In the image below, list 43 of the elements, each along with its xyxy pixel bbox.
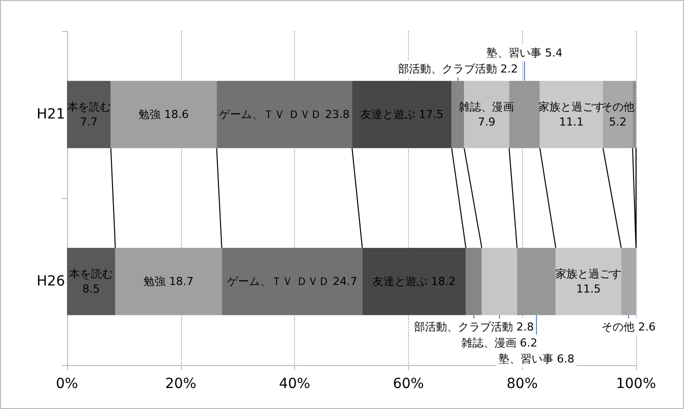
data-label: 5.2 xyxy=(609,116,627,128)
bar xyxy=(540,80,603,148)
x-tick-label: 40% xyxy=(279,376,310,392)
series-label: 本を読む xyxy=(66,100,111,114)
text: 勉強 18.6 xyxy=(138,108,189,121)
bar xyxy=(67,248,116,316)
x-tick-label: 20% xyxy=(165,376,196,392)
series-label: 雑誌、漫画 xyxy=(459,100,514,114)
text: 勉強 18.7 xyxy=(144,275,194,288)
text: 友達と遊ぶ 18.2 xyxy=(372,275,456,288)
text: 雑誌、漫画 6.2 xyxy=(461,336,538,350)
series-label: 家族と過ごす xyxy=(555,268,622,280)
text: ゲーム、ＴＶ ＤＶＤ 24.7 xyxy=(226,275,358,288)
x-tick-label: 60% xyxy=(392,376,424,392)
bar xyxy=(517,248,556,316)
x-tick-label: 100% xyxy=(616,376,656,392)
y-tick-label: H21 xyxy=(36,106,65,122)
bar xyxy=(222,248,362,316)
data-label: 7.7 xyxy=(80,116,98,128)
bar xyxy=(216,80,352,148)
text: ゲーム、ＴＶ ＤＶＤ 23.8 xyxy=(219,108,350,121)
bar xyxy=(466,248,482,316)
bar xyxy=(67,80,111,148)
text: その他 2.6 xyxy=(602,320,656,334)
data-label: 11.1 xyxy=(559,116,584,128)
text: 友達と遊ぶ 17.5 xyxy=(360,108,444,121)
bar xyxy=(352,80,452,148)
bar xyxy=(362,248,466,316)
y-tick-label: H26 xyxy=(36,274,66,290)
bar xyxy=(632,80,636,148)
bar xyxy=(556,248,622,316)
x-tick-label: 80% xyxy=(506,376,538,392)
text: 塾、習い事 6.8 xyxy=(498,352,574,366)
bar xyxy=(482,248,518,316)
text: 部活動、クラブ活動 2.2 xyxy=(398,62,518,76)
x-tick-label: 0% xyxy=(56,376,78,392)
text: 塾、習い事 5.4 xyxy=(486,46,562,60)
bar xyxy=(603,80,633,148)
data-label: 8.5 xyxy=(82,282,100,296)
text: 本を読む xyxy=(69,268,114,280)
data-label: 7.9 xyxy=(478,116,496,128)
text: 部活動、クラブ活動 2.8 xyxy=(414,320,534,334)
data-label: 11.5 xyxy=(576,282,601,296)
